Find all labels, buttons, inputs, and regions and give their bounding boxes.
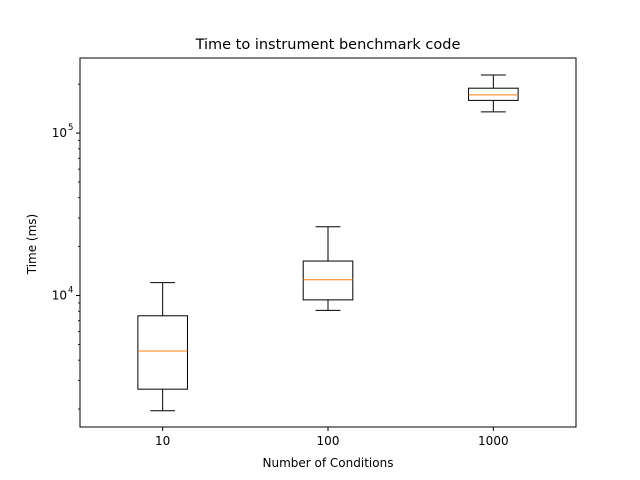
box-iqr [302, 260, 354, 301]
chart-title: Time to instrument benchmark code [195, 37, 461, 53]
box-iqr [137, 315, 188, 390]
x-axis-label: Number of Conditions [263, 456, 394, 470]
boxes [137, 74, 519, 412]
box-100 [302, 226, 354, 311]
plot-area-frame [79, 57, 577, 428]
y-tick-label: 10 [52, 289, 67, 303]
box-1000 [468, 74, 519, 113]
box-10 [137, 282, 188, 412]
y-tick-label-exponent: 4 [68, 286, 73, 296]
y-tick-label-exponent: 5 [68, 123, 73, 133]
y-axis-label: Time (ms) [25, 214, 39, 276]
y-tick-label: 10 [52, 126, 67, 140]
box-iqr [468, 87, 519, 101]
x-tick-label: 10 [155, 434, 170, 448]
x-tick-label: 1000 [478, 434, 509, 448]
x-tick-label: 100 [317, 434, 340, 448]
